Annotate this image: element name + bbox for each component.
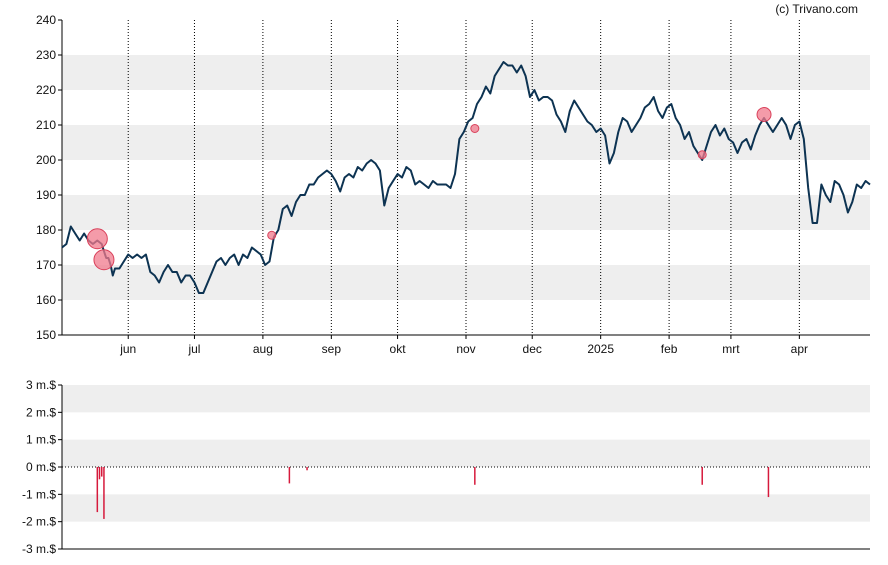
credit-text: (c) Trivano.com [775,2,858,16]
volume-y-tick-label: 3 m.$ [26,378,56,392]
price-y-tick-label: 190 [36,188,56,202]
volume-band [62,385,870,413]
volume-y-tick-label: 0 m.$ [26,460,56,474]
price-y-tick-label: 240 [36,13,56,27]
price-y-tick-label: 210 [36,118,56,132]
price-x-tick-label-nov: nov [456,342,475,356]
insider-trade-markers [86,107,772,271]
insider-trade-marker [756,107,772,122]
volume-bar [100,467,103,477]
price-x-tick-label-jun: jun [119,342,136,356]
price-x-tick-label-feb: feb [661,342,678,356]
insider-trade-marker [470,124,480,133]
volume-bar [288,467,291,484]
price-y-tick-label: 160 [36,293,56,307]
price-y-axis-ticks: 150 160 170 180 190 200 210 220 230 240 [36,13,62,342]
insider-trade-marker [697,150,707,160]
volume-y-axis-ticks: 3 m.$ 2 m.$ 1 m.$ 0 m.$ -1 m.$ -2 m.$ -3 m.$ [22,378,62,556]
price-x-tick-label-apr: apr [791,342,808,356]
volume-bars [96,467,770,519]
volume-y-tick-label: -3 m.$ [22,542,56,556]
price-series [61,61,871,294]
volume-chart-bands [62,385,870,522]
price-x-tick-label-sep: sep [322,342,342,356]
volume-bar [701,467,703,485]
volume-y-tick-label: -1 m.$ [22,487,56,501]
price-x-tick-label-2025: 2025 [587,342,614,356]
volume-y-tick-label: 1 m.$ [26,433,56,447]
volume-band [62,439,870,467]
volume-bar [767,467,770,498]
volume-bar [103,467,105,519]
price-band [62,125,870,160]
price-y-tick-label: 150 [36,328,56,342]
volume-y-tick-label: -2 m.$ [22,515,56,529]
volume-bar [306,467,308,471]
insider-trade-marker [267,230,277,240]
price-y-tick-label: 170 [36,258,56,272]
volume-bar [96,467,99,513]
price-band [62,265,870,300]
volume-bar [474,467,476,485]
price-x-tick-label-okt: okt [390,342,407,356]
price-line [61,61,871,294]
price-y-tick-label: 200 [36,153,56,167]
price-x-tick-label-mrt: mrt [722,342,740,356]
price-band [62,55,870,90]
insider-trade-marker [93,249,115,271]
price-y-tick-label: 180 [36,223,56,237]
volume-bar [98,467,101,480]
price-y-tick-label: 230 [36,48,56,62]
volume-y-tick-label: 2 m.$ [26,405,56,419]
price-x-tick-label-dec: dec [523,342,542,356]
price-x-tick-label-aug: aug [253,342,273,356]
price-x-axis-ticks: jun jul aug sep okt nov dec 2025 feb mrt apr [119,335,808,356]
insider-trade-marker [86,228,108,250]
price-x-tick-label-jul: jul [187,342,200,356]
price-y-tick-label: 220 [36,83,56,97]
volume-band [62,494,870,522]
